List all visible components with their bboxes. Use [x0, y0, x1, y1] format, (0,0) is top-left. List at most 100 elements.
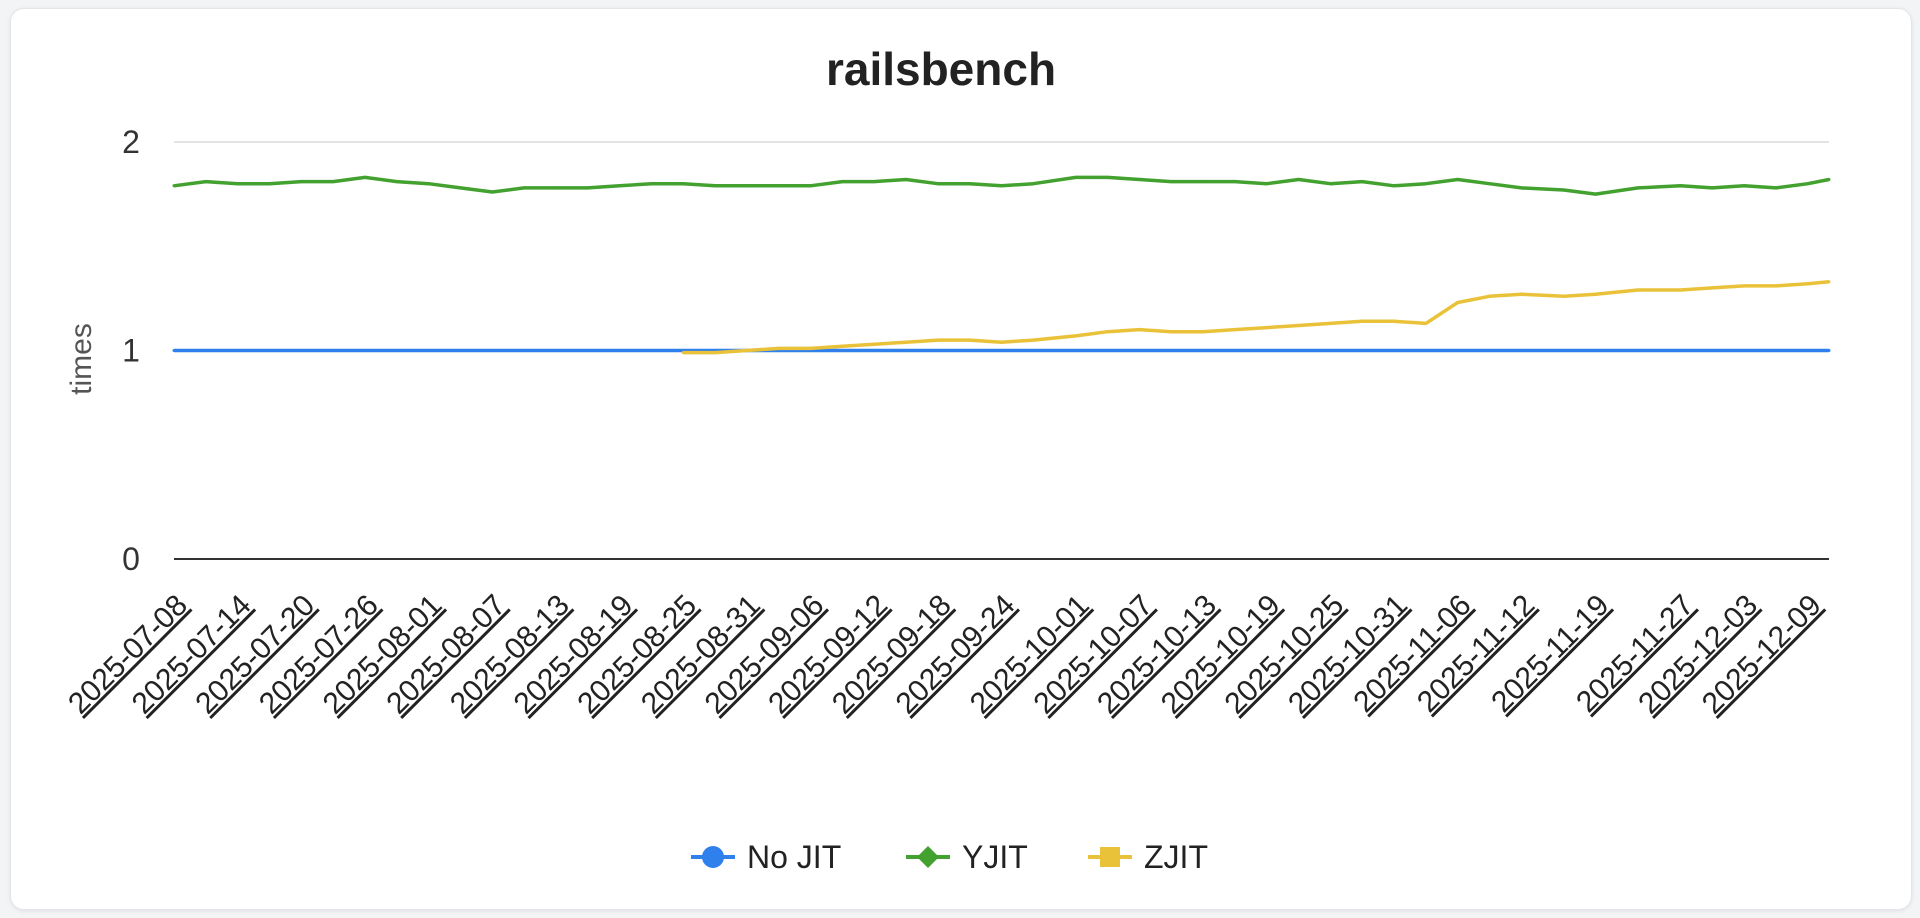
diamond-marker-icon — [917, 846, 939, 868]
data-point — [1328, 321, 1332, 325]
chart-title: railsbench — [826, 43, 1056, 95]
data-point — [236, 182, 240, 186]
data-point — [1806, 282, 1810, 286]
data-point — [1519, 292, 1523, 296]
legend-item-yjit[interactable]: YJIT — [906, 839, 1028, 875]
data-point — [840, 349, 844, 352]
data-point — [586, 186, 590, 190]
legend-item-zjit[interactable]: ZJIT — [1088, 839, 1208, 875]
data-point — [331, 180, 335, 184]
data-point — [1519, 349, 1523, 352]
data-point — [586, 349, 590, 352]
legend-label: YJIT — [962, 839, 1028, 875]
data-point — [299, 180, 303, 184]
data-point — [204, 349, 208, 352]
data-point — [204, 180, 208, 184]
series-line-zjit — [683, 279, 1830, 355]
data-point — [490, 349, 494, 352]
data-point — [1137, 178, 1141, 181]
data-point — [1562, 294, 1566, 298]
data-point — [458, 186, 462, 190]
series-lines — [172, 175, 1831, 355]
data-point — [299, 349, 303, 352]
data-point — [172, 349, 176, 352]
data-point — [1710, 286, 1714, 290]
data-point — [1774, 186, 1778, 190]
data-point — [713, 184, 717, 188]
legend-label: No JIT — [747, 839, 841, 875]
data-point — [236, 349, 240, 352]
data-point — [1636, 186, 1640, 190]
data-point — [554, 186, 558, 190]
data-point — [1827, 280, 1831, 284]
data-point — [1594, 292, 1598, 296]
data-point — [1774, 284, 1778, 288]
data-point — [1106, 175, 1110, 179]
data-point — [904, 178, 908, 181]
data-point — [968, 338, 972, 342]
data-point — [649, 349, 653, 352]
data-point — [1265, 349, 1269, 352]
data-point — [363, 349, 367, 352]
data-point — [1360, 349, 1364, 352]
data-point — [1169, 180, 1173, 184]
data-point — [1297, 349, 1301, 352]
legend-item-no-jit[interactable]: No JIT — [691, 839, 841, 875]
data-point — [1000, 184, 1003, 188]
data-point — [809, 346, 812, 350]
data-point — [904, 340, 908, 344]
data-point — [1424, 349, 1428, 352]
data-point — [1201, 180, 1205, 184]
data-point — [268, 349, 271, 352]
data-point — [172, 184, 176, 188]
data-point — [681, 182, 685, 186]
data-point — [1424, 321, 1428, 325]
data-point — [1360, 319, 1364, 323]
data-point — [1636, 349, 1640, 352]
data-point — [1679, 184, 1682, 188]
data-point — [618, 184, 622, 188]
data-point — [522, 349, 526, 352]
data-point — [1074, 349, 1078, 352]
data-point — [1201, 349, 1205, 352]
data-point — [649, 182, 653, 186]
data-point — [1106, 330, 1110, 334]
data-point — [522, 186, 526, 190]
square-marker-icon — [1100, 847, 1120, 867]
data-point — [1488, 349, 1491, 352]
data-point — [872, 349, 876, 352]
data-point — [554, 349, 558, 352]
data-point — [1031, 338, 1035, 342]
data-point — [1137, 328, 1141, 332]
data-point — [872, 180, 876, 184]
data-point — [777, 346, 781, 350]
data-point — [1328, 349, 1332, 352]
legend[interactable]: No JIT YJIT ZJIT — [691, 839, 1208, 875]
data-point — [1360, 180, 1364, 184]
legend-label: ZJIT — [1144, 839, 1208, 875]
data-point — [713, 351, 717, 355]
data-point — [745, 349, 749, 352]
data-point — [427, 349, 431, 352]
data-point — [1392, 349, 1396, 352]
series-line-yjit — [173, 175, 1830, 196]
data-point — [1806, 182, 1810, 186]
data-point — [904, 349, 908, 352]
data-point — [1392, 319, 1396, 323]
data-point — [1031, 182, 1035, 186]
data-point — [809, 184, 812, 188]
data-point — [1201, 330, 1205, 334]
data-point — [1488, 294, 1491, 298]
data-point — [1137, 349, 1141, 352]
data-point — [1424, 182, 1428, 186]
data-point — [1519, 186, 1523, 190]
data-point — [1233, 349, 1237, 352]
data-point — [840, 344, 844, 348]
data-point — [936, 349, 940, 352]
data-point — [840, 180, 844, 184]
y-tick-label: 1 — [122, 333, 140, 369]
data-point — [618, 349, 622, 352]
data-point — [1806, 349, 1810, 352]
data-point — [1265, 326, 1269, 330]
data-point — [1169, 330, 1173, 334]
